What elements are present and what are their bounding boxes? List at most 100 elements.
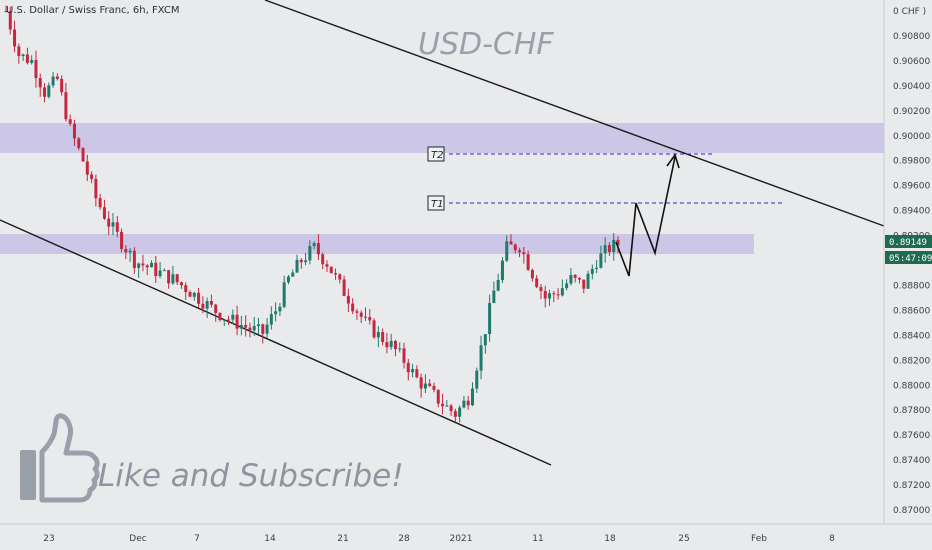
candle-body	[150, 262, 154, 268]
candle-body	[569, 275, 573, 284]
thumbs-up-icon	[20, 413, 100, 503]
candle-body	[171, 274, 175, 284]
candle-body	[102, 207, 106, 219]
candle-body	[34, 60, 38, 79]
support-zone	[0, 234, 754, 254]
upper-trendline[interactable]	[264, 0, 885, 227]
last-price-badge	[885, 235, 932, 248]
candle-body	[38, 78, 42, 88]
candle-body	[363, 316, 367, 318]
candle-body	[192, 292, 196, 297]
price-tick-label: 0.89400	[893, 207, 930, 217]
candle-body	[115, 222, 119, 232]
candle-body	[94, 178, 98, 199]
candle-body	[389, 341, 393, 348]
candle-body	[64, 92, 68, 120]
candle-body	[201, 303, 205, 309]
candle-body	[346, 295, 350, 304]
lower-trendline[interactable]	[0, 219, 552, 466]
candle-body	[90, 174, 94, 179]
candle-body	[8, 11, 12, 30]
candle-body	[282, 282, 286, 307]
candle-body	[470, 388, 474, 406]
candle-body	[214, 304, 218, 313]
time-axis[interactable]	[0, 524, 932, 550]
candle-body	[577, 277, 581, 280]
candle-body	[415, 369, 419, 378]
candle-body	[312, 243, 316, 247]
price-tick-label: 0.90000	[893, 132, 930, 142]
candle-body	[338, 274, 342, 280]
time-tick-label: 7	[194, 534, 200, 544]
price-tick-label: 0.88000	[893, 381, 930, 391]
candle-body	[175, 274, 179, 283]
candle-body	[556, 294, 560, 296]
candle-body	[509, 241, 513, 245]
candle-body	[432, 386, 436, 390]
candle-body	[227, 319, 231, 321]
candle-body	[329, 266, 333, 274]
time-tick-label: 11	[532, 534, 543, 544]
candle-body	[539, 287, 543, 291]
candle-body	[518, 250, 522, 253]
projection-path[interactable]	[615, 156, 676, 277]
candle-body	[393, 341, 397, 350]
candle-body	[128, 250, 132, 253]
candle-body	[552, 293, 556, 295]
candle-body	[423, 383, 427, 389]
candle-body	[385, 342, 389, 348]
candle-body	[462, 400, 466, 408]
price-tick-label: 0.89600	[893, 182, 930, 192]
candle-body	[17, 46, 21, 57]
candle-body	[4, 11, 8, 13]
candle-body	[453, 411, 457, 417]
price-tick-label: 0.87000	[893, 506, 930, 516]
candle-body	[398, 348, 402, 350]
price-tick-label: 0.87800	[893, 406, 930, 416]
candle-body	[445, 405, 449, 407]
candle-body	[488, 303, 492, 335]
candle-body	[428, 383, 432, 387]
candle-body	[235, 314, 239, 329]
candle-body	[107, 218, 111, 227]
candle-body	[43, 87, 47, 97]
candle-body	[286, 276, 290, 283]
candle-body	[55, 76, 59, 79]
candle-body	[231, 314, 235, 320]
candle-body	[295, 259, 299, 273]
candle-body	[274, 311, 278, 315]
candle-body	[244, 324, 248, 328]
candle-body	[436, 389, 440, 404]
candle-body	[496, 280, 500, 291]
price-tick-label: 0.90400	[893, 82, 930, 92]
candle-body	[411, 369, 415, 373]
candle-body	[158, 270, 162, 277]
candle-body	[372, 320, 376, 338]
price-tick-label: 0.88800	[893, 281, 930, 291]
candle-body	[505, 241, 509, 261]
candle-body	[535, 278, 539, 288]
candle-body	[355, 311, 359, 313]
time-ticks: 23 Dec 7 14 21 28 2021 11 18 25 Feb 8	[43, 534, 835, 544]
like-subscribe-text: Like and Subscribe!	[98, 458, 404, 494]
target-t1-label: T1	[431, 199, 443, 210]
candle-body	[475, 370, 479, 389]
candle-body	[607, 245, 611, 253]
time-tick-label: 21	[337, 534, 348, 544]
time-tick-label: 18	[604, 534, 616, 544]
price-ticks: 0.90800 0.90600 0.90400 0.90200 0.90000 0.898…	[893, 32, 930, 516]
candle-body	[458, 407, 462, 417]
price-tick-label: 0.90600	[893, 57, 930, 67]
candle-body	[218, 312, 222, 320]
candle-body	[466, 400, 470, 406]
candle-body	[526, 254, 530, 270]
candle-body	[612, 239, 616, 253]
candle-body	[81, 148, 85, 162]
candle-body	[141, 263, 145, 266]
time-tick-label: 8	[829, 534, 835, 544]
candle-body	[321, 254, 325, 265]
candle-body	[111, 222, 115, 227]
time-tick-label: 23	[43, 534, 54, 544]
